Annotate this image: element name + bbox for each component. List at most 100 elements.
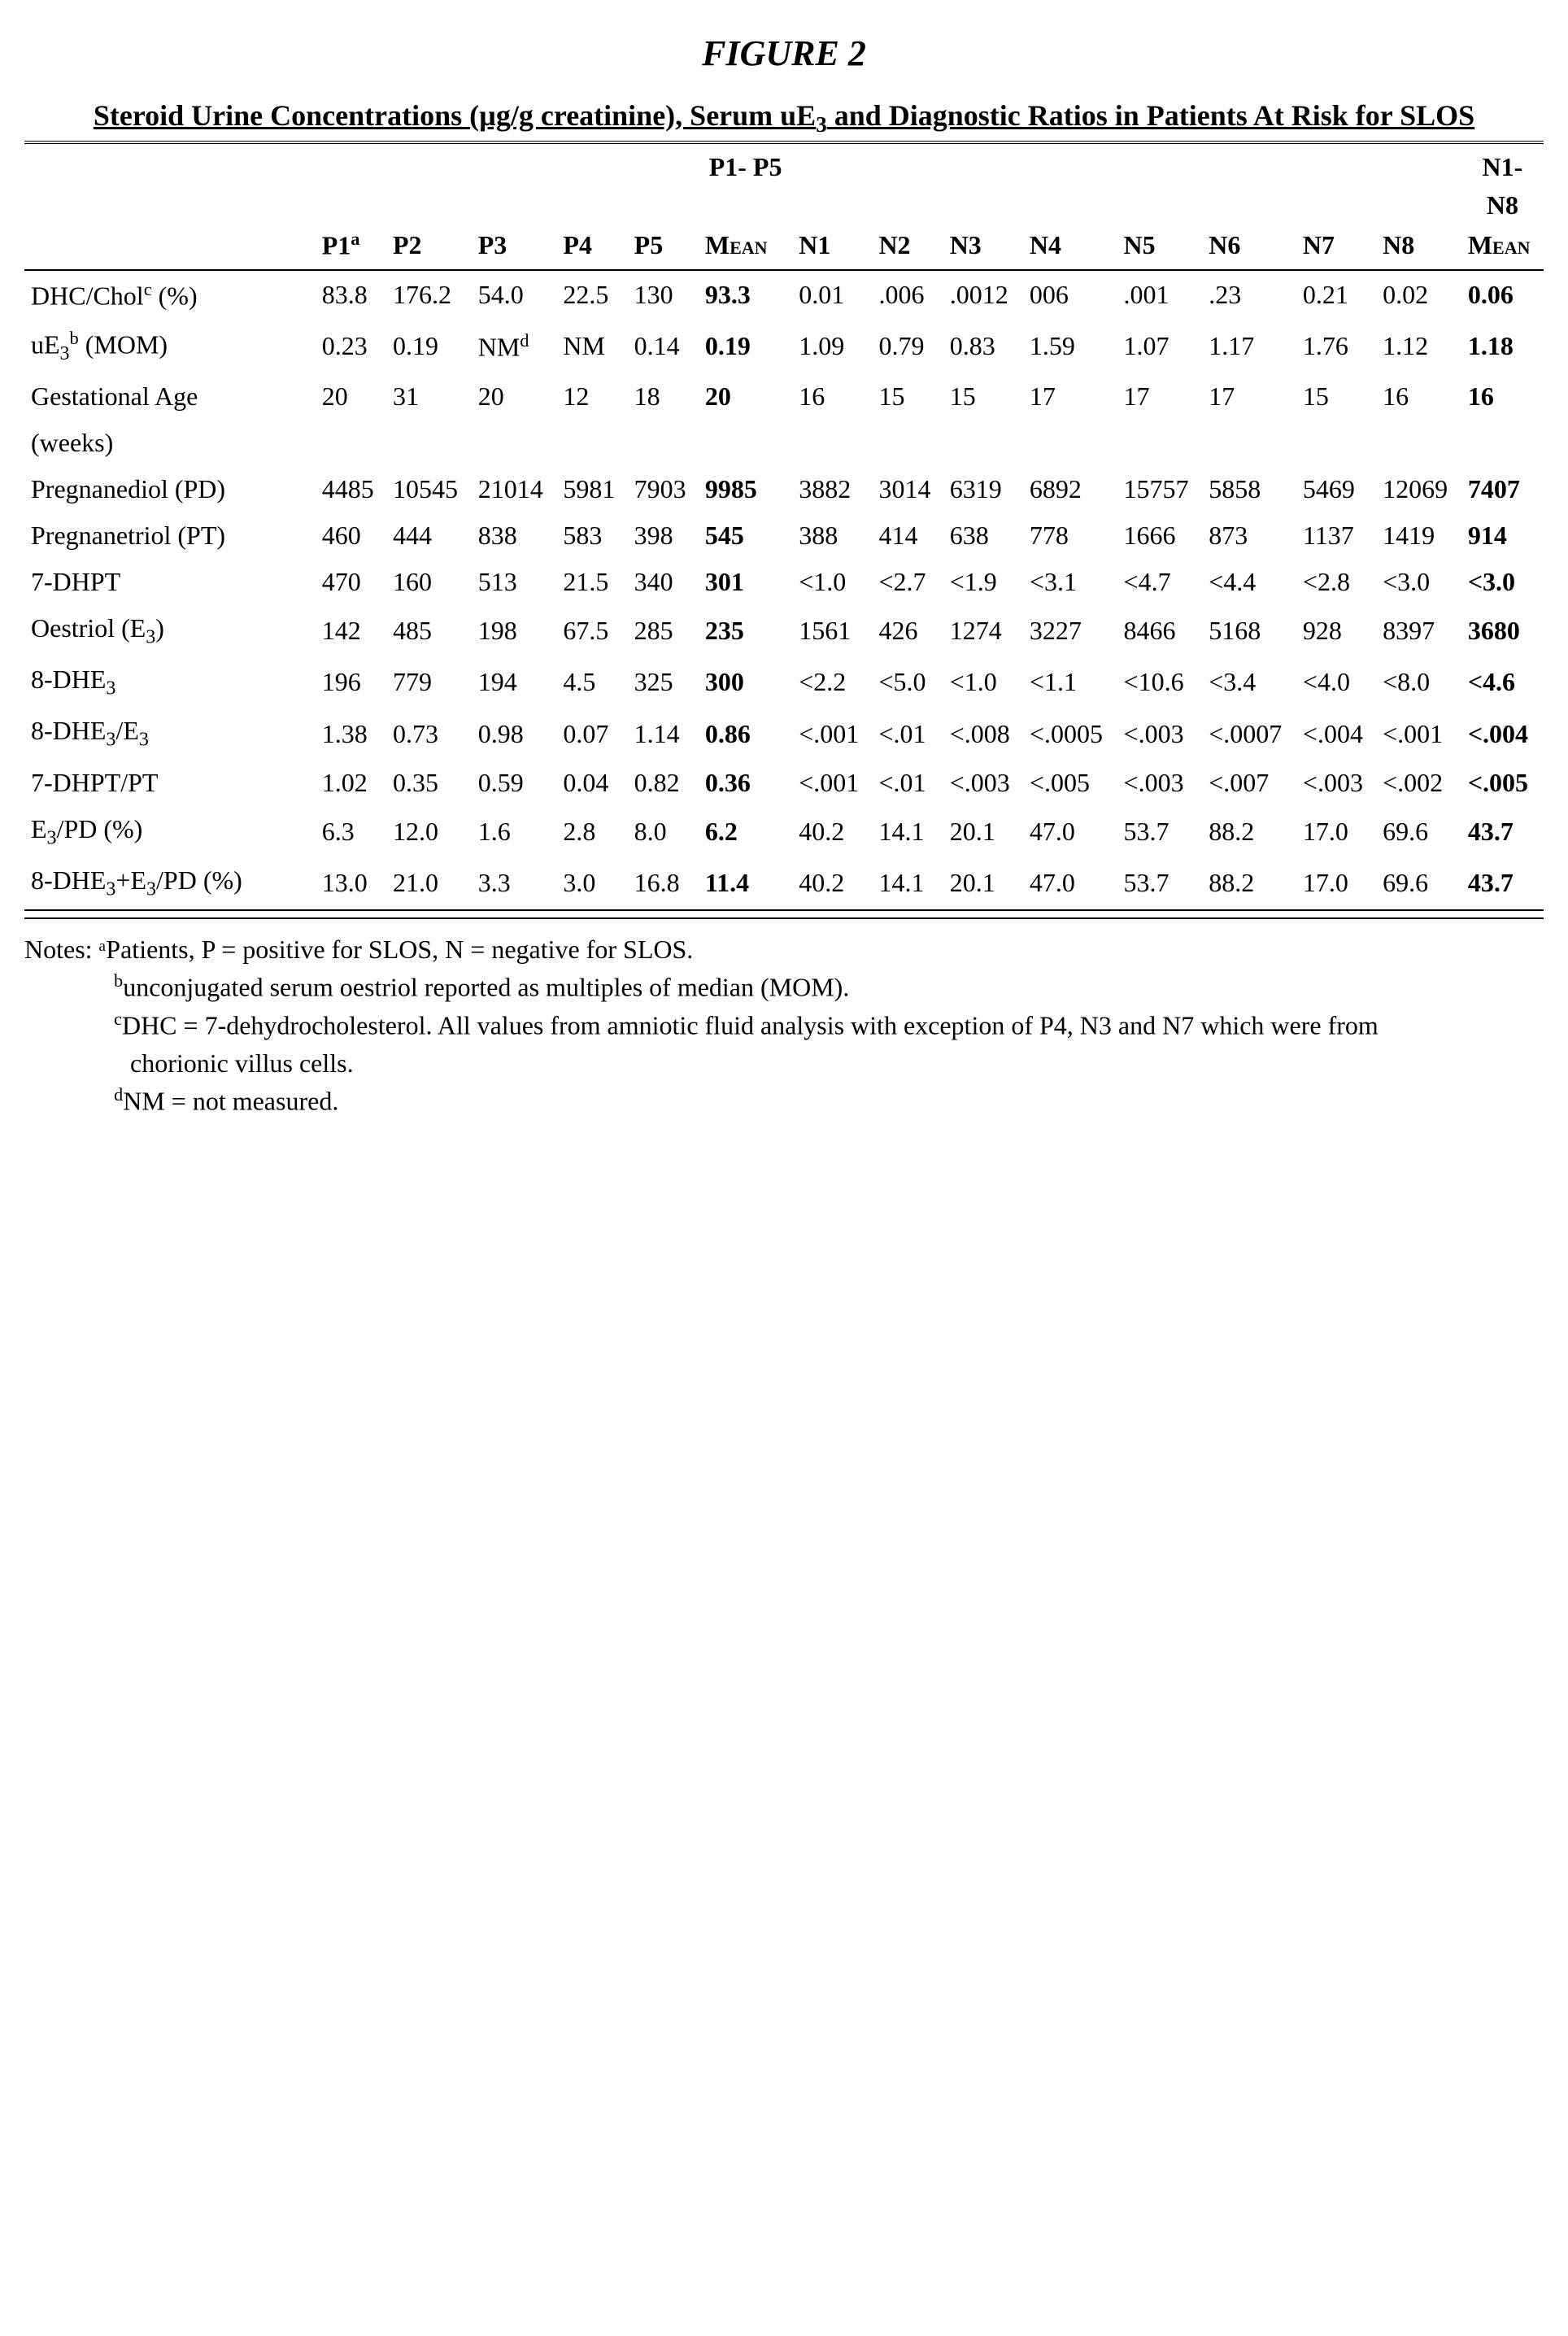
cell-p1: 142 (316, 605, 386, 656)
cell-n8: 12069 (1376, 466, 1461, 512)
row-label: (weeks) (24, 420, 316, 466)
cell-p1: 0.23 (316, 320, 386, 373)
col-header-n5: N5 (1117, 220, 1203, 270)
note-b: bunconjugated serum oestriol reported as… (24, 968, 1544, 1006)
col-header-n3: N3 (943, 220, 1023, 270)
table-row: Pregnanetriol (PT)4604448385833985453884… (24, 512, 1544, 559)
table-row: 7-DHPT/PT1.020.350.590.040.820.36<.001<.… (24, 760, 1544, 806)
cell-n2: 0.79 (872, 320, 943, 373)
cell-n1: 40.2 (792, 857, 872, 909)
cell-n7: 1.76 (1296, 320, 1376, 373)
cell-n6: 1.17 (1202, 320, 1296, 373)
row-label: Oestriol (E3) (24, 605, 316, 656)
cell-n1: <.001 (792, 760, 872, 806)
cell-nmean: 43.7 (1461, 857, 1544, 909)
cell-p2: 444 (386, 512, 472, 559)
row-label: 7-DHPT (24, 559, 316, 605)
cell-p4: 4.5 (556, 656, 627, 708)
cell-n5: <4.7 (1117, 559, 1203, 605)
cell-n6: 5168 (1202, 605, 1296, 656)
cell-n1 (792, 420, 872, 466)
cell-n4: <.0005 (1023, 708, 1117, 759)
cell-p5 (628, 420, 699, 466)
col-header-n4: N4 (1023, 220, 1117, 270)
cell-n8: 16 (1376, 373, 1461, 420)
cell-nmean: 16 (1461, 373, 1544, 420)
cell-n7: <.004 (1296, 708, 1376, 759)
cell-pmean (699, 420, 792, 466)
cell-p3: 513 (472, 559, 557, 605)
cell-nmean: 914 (1461, 512, 1544, 559)
column-header-row: P1aP2P3P4P5MeanN1N2N3N4N5N6N7N8Mean (24, 220, 1544, 270)
cell-p1: 4485 (316, 466, 386, 512)
cell-n3: <1.0 (943, 656, 1023, 708)
cell-n2: <5.0 (872, 656, 943, 708)
cell-n6: <4.4 (1202, 559, 1296, 605)
cell-n4: 006 (1023, 270, 1117, 320)
cell-p4: 12 (556, 373, 627, 420)
cell-p3: 54.0 (472, 270, 557, 320)
cell-p1: 6.3 (316, 806, 386, 857)
cell-pmean: 0.36 (699, 760, 792, 806)
cell-p1: 196 (316, 656, 386, 708)
cell-n8: <.002 (1376, 760, 1461, 806)
cell-n4: 17 (1023, 373, 1117, 420)
cell-n6: 5858 (1202, 466, 1296, 512)
cell-p3: 194 (472, 656, 557, 708)
col-header-p1: P1a (316, 220, 386, 270)
cell-n5: 53.7 (1117, 857, 1203, 909)
cell-p3: NMd (472, 320, 557, 373)
cell-nmean: <4.6 (1461, 656, 1544, 708)
row-label: uE3b (MOM) (24, 320, 316, 373)
row-label: 8-DHE3 (24, 656, 316, 708)
cell-n1: <1.0 (792, 559, 872, 605)
cell-p3: 3.3 (472, 857, 557, 909)
cell-n1: 388 (792, 512, 872, 559)
cell-p5: 340 (628, 559, 699, 605)
cell-pmean: 235 (699, 605, 792, 656)
table-row: 8-DHE3+E3/PD (%)13.021.03.33.016.811.440… (24, 857, 1544, 909)
cell-p3: 0.59 (472, 760, 557, 806)
cell-n8: 69.6 (1376, 857, 1461, 909)
cell-p5: 0.14 (628, 320, 699, 373)
cell-n5: 15757 (1117, 466, 1203, 512)
col-header-n8: N8 (1376, 220, 1461, 270)
cell-n3: 20.1 (943, 857, 1023, 909)
cell-n3: 15 (943, 373, 1023, 420)
col-header-n2: N2 (872, 220, 943, 270)
cell-p4: 0.04 (556, 760, 627, 806)
cell-p2: 0.19 (386, 320, 472, 373)
cell-n7: 928 (1296, 605, 1376, 656)
cell-n8: <.001 (1376, 708, 1461, 759)
cell-n1: <2.2 (792, 656, 872, 708)
cell-n4: 1.59 (1023, 320, 1117, 373)
cell-n3: 638 (943, 512, 1023, 559)
cell-pmean: 0.19 (699, 320, 792, 373)
table-row: 8-DHE3/E31.380.730.980.071.140.86<.001<.… (24, 708, 1544, 759)
cell-p2: 160 (386, 559, 472, 605)
cell-n3: 0.83 (943, 320, 1023, 373)
cell-nmean: <.005 (1461, 760, 1544, 806)
cell-n5 (1117, 420, 1203, 466)
cell-p4: 22.5 (556, 270, 627, 320)
cell-n3: <.003 (943, 760, 1023, 806)
cell-p1 (316, 420, 386, 466)
cell-n7: <4.0 (1296, 656, 1376, 708)
cell-n2: 14.1 (872, 806, 943, 857)
cell-p4: 67.5 (556, 605, 627, 656)
cell-n3: <1.9 (943, 559, 1023, 605)
table-row: Oestriol (E3)14248519867.528523515614261… (24, 605, 1544, 656)
table-row: 7-DHPT47016051321.5340301<1.0<2.7<1.9<3.… (24, 559, 1544, 605)
cell-n1: <.001 (792, 708, 872, 759)
cell-n4: 47.0 (1023, 857, 1117, 909)
cell-n2: 14.1 (872, 857, 943, 909)
cell-p5: 18 (628, 373, 699, 420)
cell-n7: 1137 (1296, 512, 1376, 559)
cell-n8: 1.12 (1376, 320, 1461, 373)
cell-nmean: 7407 (1461, 466, 1544, 512)
cell-pmean: 11.4 (699, 857, 792, 909)
cell-n6: <3.4 (1202, 656, 1296, 708)
cell-p2: 10545 (386, 466, 472, 512)
cell-n7: <2.8 (1296, 559, 1376, 605)
cell-n2: 414 (872, 512, 943, 559)
